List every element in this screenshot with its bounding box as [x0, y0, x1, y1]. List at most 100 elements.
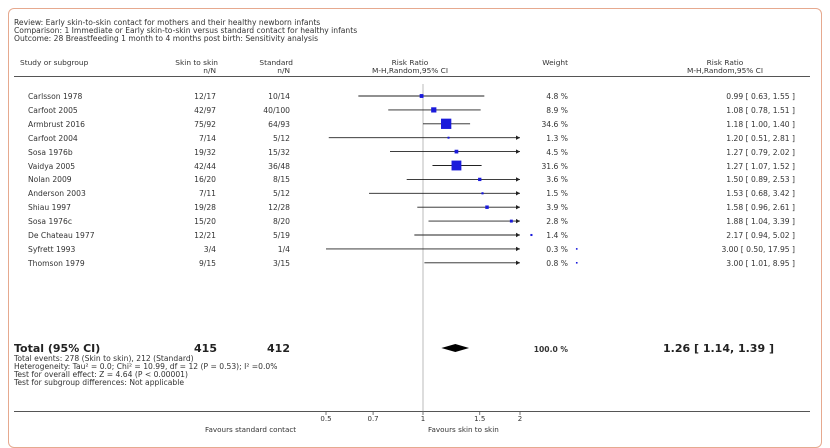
axis-tick-label: 0.7 [367, 415, 379, 423]
study-ctrl: 5/12 [272, 189, 290, 199]
study-marker [575, 248, 578, 250]
ci-arrow-right [516, 191, 520, 196]
study-ctrl: 8/15 [272, 175, 290, 185]
study-weight: 2.8 % [546, 217, 568, 227]
study-rr: 1.08 [ 0.78, 1.51 ] [726, 105, 795, 115]
study-exp: 15/20 [194, 217, 216, 227]
col-rr-plot-sub: M-H,Random,95% CI [371, 66, 448, 75]
study-name: Sosa 1976c [28, 217, 72, 227]
study-marker [431, 107, 437, 113]
study-name: De Chateau 1977 [28, 231, 95, 240]
pooled-diamond [441, 344, 470, 352]
study-weight: 31.6 % [541, 161, 568, 171]
study-name: Anderson 2003 [28, 189, 86, 199]
review-title: Review: Early skin-to-skin contact for m… [14, 18, 321, 27]
study-marker [454, 149, 459, 154]
study-ctrl: 12/28 [268, 203, 290, 213]
total-exp: 415 [194, 342, 217, 355]
col-exp-sub: n/N [203, 66, 216, 75]
ci-arrow-right [516, 260, 520, 265]
study-marker [575, 262, 578, 264]
study-ctrl: 5/19 [272, 231, 290, 240]
col-rr-text: Risk Ratio [706, 58, 744, 67]
col-exp: Skin to skin [175, 58, 218, 67]
overall-effect: Test for overall effect: Z = 4.64 (P < 0… [14, 370, 188, 379]
study-weight: 1.4 % [546, 231, 568, 240]
study-name: Shiau 1997 [28, 203, 71, 213]
study-rr: 1.88 [ 1.04, 3.39 ] [726, 217, 795, 227]
study-marker [481, 192, 484, 195]
total-ctrl: 412 [267, 342, 290, 355]
study-weight: 3.6 % [546, 175, 568, 185]
study-marker [478, 177, 482, 182]
axis-tick-label: 1 [420, 415, 426, 423]
study-ctrl: 10/14 [268, 92, 290, 101]
study-rr: 1.27 [ 0.79, 2.02 ] [726, 147, 795, 157]
study-name: Sosa 1976b [28, 147, 73, 157]
study-rr: 1.58 [ 0.96, 2.61 ] [726, 203, 795, 213]
study-exp: 42/44 [194, 161, 216, 171]
study-exp: 42/97 [194, 105, 216, 115]
study-exp: 19/32 [194, 147, 216, 157]
study-name: Vaidya 2005 [28, 161, 76, 171]
total-label: Total (95% CI) [14, 342, 101, 355]
ci-arrow-right [516, 232, 520, 238]
study-rr: 3.00 [ 0.50, 17.95 ] [721, 244, 795, 254]
subgroup-differences: Test for subgroup differences: Not appli… [14, 378, 184, 387]
study-exp: 12/17 [194, 92, 216, 101]
study-ctrl: 1/4 [277, 244, 290, 254]
study-weight: 3.9 % [546, 203, 568, 213]
study-name: Carfoot 2004 [28, 133, 78, 143]
study-marker [509, 219, 513, 223]
study-marker [485, 205, 489, 209]
study-rr: 1.27 [ 1.07, 1.52 ] [726, 161, 795, 171]
study-name: Syfrett 1993 [28, 244, 76, 254]
heterogeneity: Heterogeneity: Tau² = 0.0; Chi² = 10.99,… [14, 362, 278, 371]
study-weight: 34.6 % [541, 119, 568, 129]
study-ctrl: 15/32 [268, 147, 290, 157]
study-rr: 1.20 [ 0.51, 2.81 ] [726, 133, 795, 143]
total-events: Total events: 278 (Skin to skin), 212 (S… [14, 354, 194, 363]
col-study: Study or subgroup [20, 58, 89, 67]
header-rule [14, 76, 810, 77]
axis-tick-label: 1.5 [474, 415, 486, 423]
study-exp: 16/20 [194, 175, 216, 185]
total-weight: 100.0 % [533, 345, 568, 354]
study-rr: 2.17 [ 0.94, 5.02 ] [726, 231, 795, 240]
study-name: Carlsson 1978 [28, 92, 83, 101]
comparison-title: Comparison: 1 Immediate or Early skin-to… [14, 26, 358, 35]
ci-arrow-right [516, 135, 520, 140]
study-exp: 19/28 [194, 203, 216, 213]
study-ctrl: 5/12 [272, 133, 290, 143]
study-name: Nolan 2009 [28, 175, 72, 185]
study-ctrl: 3/15 [272, 258, 290, 268]
favours-left: Favours standard contact [205, 425, 297, 434]
study-exp: 9/15 [198, 258, 216, 268]
study-exp: 12/21 [194, 231, 216, 240]
study-name: Armbrust 2016 [28, 119, 86, 129]
footer-rule [14, 411, 810, 412]
col-ctrl-sub: n/N [277, 66, 290, 75]
study-marker [451, 160, 462, 171]
study-marker [530, 233, 533, 237]
study-exp: 3/4 [203, 244, 216, 254]
col-rr-text-sub: M-H,Random,95% CI [686, 66, 763, 75]
study-ctrl: 36/48 [268, 161, 290, 171]
study-name: Carfoot 2005 [28, 105, 78, 115]
favours-right: Favours skin to skin [428, 425, 499, 434]
study-exp: 7/14 [198, 133, 216, 143]
axis-tick-label: 0.5 [320, 415, 332, 423]
study-rr: 0.99 [ 0.63, 1.55 ] [726, 92, 795, 101]
outcome-title: Outcome: 28 Breastfeeding 1 month to 4 m… [14, 34, 319, 43]
forest-plot-area [325, 84, 578, 415]
ci-arrow-right [516, 246, 520, 252]
study-weight: 4.5 % [546, 147, 568, 157]
total-rr: 1.26 [ 1.14, 1.39 ] [663, 342, 774, 355]
study-weight: 1.5 % [546, 189, 568, 199]
study-weight: 8.9 % [546, 105, 568, 115]
study-exp: 75/92 [194, 119, 216, 129]
study-ctrl: 40/100 [263, 105, 290, 115]
study-ctrl: 8/20 [272, 217, 290, 227]
axis-tick-label: 2 [517, 415, 523, 423]
col-ctrl: Standard [259, 58, 293, 67]
